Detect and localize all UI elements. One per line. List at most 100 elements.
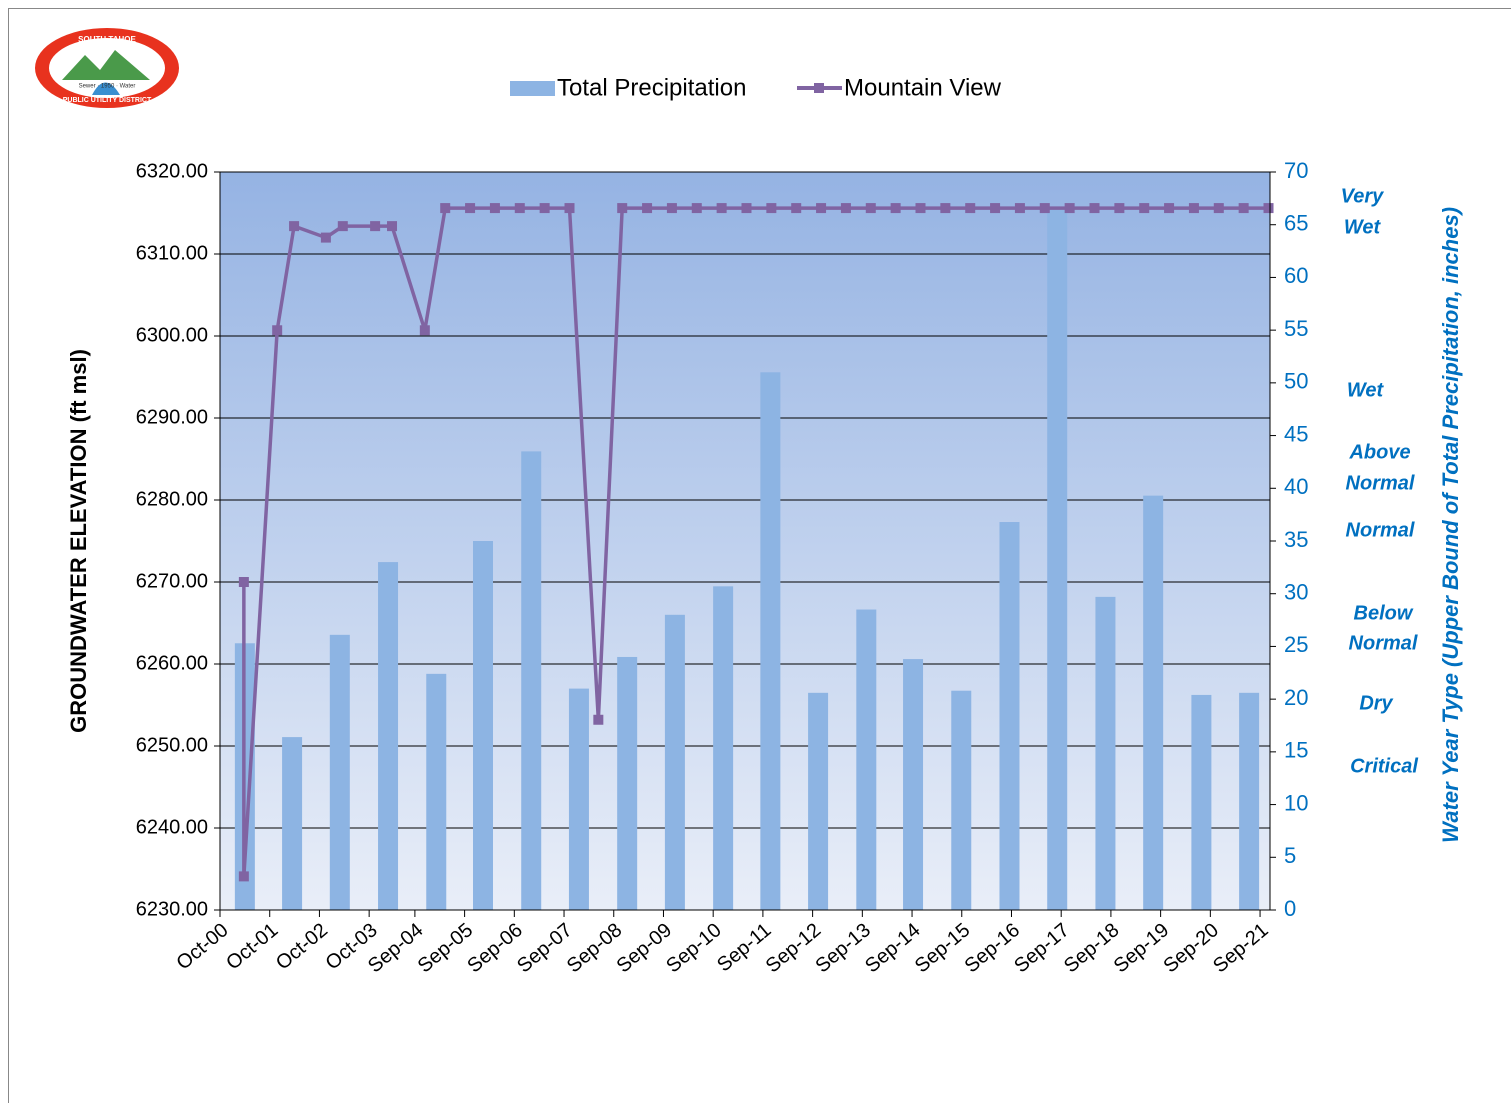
marker — [440, 203, 451, 214]
marker — [1263, 203, 1274, 214]
y2-tick-label: 35 — [1284, 527, 1308, 552]
y-tick-label: 6310.00 — [136, 242, 208, 264]
annotation: Critical — [1350, 755, 1418, 777]
x-tick-label: Sep-14 — [861, 919, 925, 977]
logo-mountains — [62, 50, 150, 80]
y-tick-label: 6300.00 — [136, 324, 208, 346]
annotation: Normal — [1349, 632, 1418, 654]
y2-tick-label: 15 — [1284, 738, 1308, 763]
annotation: Normal — [1346, 519, 1415, 541]
y-tick-label: 6280.00 — [136, 488, 208, 510]
x-tick-label: Oct-00 — [172, 919, 232, 974]
bar — [472, 541, 493, 910]
marker — [1188, 203, 1199, 214]
y-tick-label: 6270.00 — [136, 570, 208, 592]
marker — [1164, 203, 1175, 214]
x-tick-label: Sep-16 — [961, 919, 1025, 977]
x-tick-label: Sep-13 — [811, 919, 875, 977]
bar — [903, 659, 924, 910]
x-tick-label: Sep-20 — [1159, 919, 1223, 977]
frame — [8, 8, 1511, 1103]
marker — [514, 203, 525, 214]
marker — [1014, 203, 1025, 214]
y2-axis-title: Water Year Type (Upper Bound of Total Pr… — [1438, 207, 1463, 843]
logo-top: SOUTH TAHOE — [78, 35, 136, 44]
y2-tick-label: 45 — [1284, 421, 1308, 446]
marker — [990, 203, 1001, 214]
marker — [965, 203, 976, 214]
marker — [766, 203, 777, 214]
marker — [419, 325, 430, 336]
x-tick-label: Oct-01 — [222, 919, 282, 974]
marker — [940, 203, 951, 214]
y2-tick-label: 20 — [1284, 685, 1308, 710]
marker — [642, 203, 653, 214]
marker — [1139, 203, 1150, 214]
annotation: Normal — [1346, 472, 1415, 494]
x-tick-label: Sep-09 — [613, 919, 677, 977]
marker — [465, 203, 476, 214]
y-tick-label: 6230.00 — [136, 898, 208, 920]
marker — [741, 203, 752, 214]
marker — [865, 203, 876, 214]
x-tick-label: Sep-15 — [911, 919, 975, 977]
x-tick-label: Sep-07 — [513, 919, 577, 977]
y2-tick-label: 70 — [1284, 158, 1308, 183]
logo-water — [92, 82, 120, 95]
annotation: Dry — [1359, 692, 1393, 714]
y-axis-title: GROUNDWATER ELEVATION (ft msl) — [66, 349, 91, 733]
y-tick-label: 6290.00 — [136, 406, 208, 428]
bar — [1239, 692, 1260, 910]
marker — [816, 203, 827, 214]
legend-label: Mountain View — [844, 74, 1002, 101]
bar — [378, 562, 399, 910]
marker — [716, 203, 727, 214]
marker — [1238, 203, 1249, 214]
x-tick-label: Sep-11 — [713, 919, 775, 976]
marker — [617, 203, 628, 214]
bar — [1191, 694, 1212, 910]
marker — [387, 221, 398, 232]
x-tick-label: Sep-19 — [1110, 919, 1174, 977]
marker — [666, 203, 677, 214]
logo-bottom: PUBLIC UTILITY DISTRICT — [63, 97, 152, 104]
y-tick-label: 6320.00 — [136, 160, 208, 182]
marker — [1114, 203, 1125, 214]
y2-tick-label: 50 — [1284, 369, 1308, 394]
annotation: Very — [1341, 185, 1385, 207]
bar — [1095, 596, 1116, 910]
y-tick-label: 6240.00 — [136, 816, 208, 838]
marker — [1039, 203, 1050, 214]
legend-label: Total Precipitation — [557, 74, 746, 101]
x-tick-label: Oct-02 — [272, 919, 332, 974]
marker — [1089, 203, 1100, 214]
annotation: Above — [1348, 441, 1410, 463]
x-tick-label: Sep-06 — [463, 919, 527, 977]
marker — [238, 871, 249, 882]
marker — [289, 221, 300, 232]
bar — [426, 673, 447, 910]
bar — [1047, 208, 1068, 910]
bar — [282, 737, 303, 910]
legend-swatch — [814, 83, 824, 93]
y2-tick-label: 30 — [1284, 580, 1308, 605]
logo-middle: Sewer · 1950 · Water — [79, 84, 136, 90]
bar — [713, 586, 734, 910]
y2-tick-label: 40 — [1284, 474, 1308, 499]
bar — [856, 609, 877, 910]
annotation: Below — [1354, 602, 1414, 624]
marker — [564, 203, 575, 214]
marker — [593, 714, 604, 725]
marker — [791, 203, 802, 214]
bar — [521, 451, 542, 910]
legend-swatch — [510, 81, 555, 96]
bar — [617, 656, 638, 910]
marker — [1213, 203, 1224, 214]
marker — [840, 203, 851, 214]
annotation: Wet — [1344, 216, 1382, 238]
bar — [664, 614, 685, 910]
marker — [320, 232, 331, 243]
marker — [691, 203, 702, 214]
marker — [489, 203, 500, 214]
